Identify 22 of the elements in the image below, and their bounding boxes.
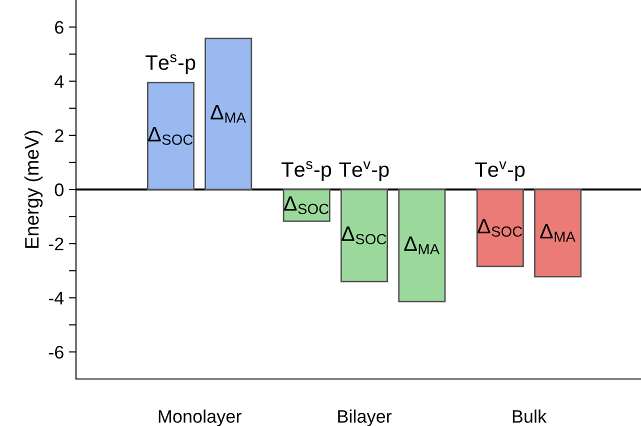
text: Δ$_{MA}$: [540, 224, 576, 242]
y-tick-label: 0: [54, 183, 64, 196]
x-tick-label: Bulk: [512, 410, 547, 423]
series-label: Δ$_{SOC}$: [478, 218, 522, 237]
y-tick-label: -2: [48, 238, 64, 250]
annotation: Te$^{s}$-p: [282, 161, 332, 182]
text: Δ$_{SOC}$: [342, 226, 386, 244]
annotation: Te$^{v}$-p: [475, 161, 525, 182]
annotation: Te$^{s}$-p: [146, 54, 196, 74]
series-label: Δ$_{MA}$: [210, 104, 246, 123]
x-tick-label: Monolayer: [158, 410, 242, 426]
text: Δ$_{MA}$: [404, 236, 440, 254]
y-tick-label: 2: [55, 129, 64, 142]
y-tick-label: 4: [54, 75, 64, 88]
y-tick-label: 6: [55, 21, 64, 34]
y-axis-title: Energy (meV): [24, 130, 43, 248]
y-tick-label: -4: [48, 292, 64, 304]
series-label: Δ$_{SOC}$: [284, 196, 329, 214]
y-tick-label: -6: [48, 346, 64, 359]
annotation: Te$^{v}$-p: [339, 161, 389, 182]
text: Δ$_{SOC}$: [148, 127, 193, 145]
x-tick-label: Bilayer: [338, 410, 392, 426]
